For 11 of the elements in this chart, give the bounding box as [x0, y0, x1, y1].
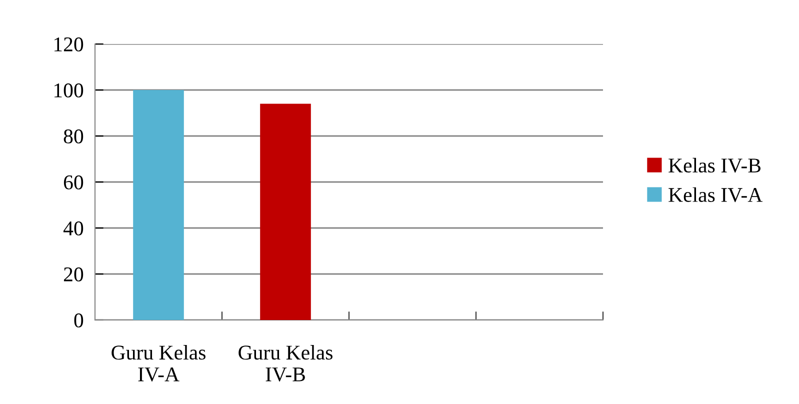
x-tick-label: Guru Kelas IV-B: [238, 345, 332, 382]
legend-label: Kelas IV-A: [668, 187, 763, 202]
y-tick-label: 80: [64, 129, 84, 144]
y-tick-label: 60: [64, 175, 84, 190]
y-tick-label: 20: [64, 267, 84, 282]
y-tick-label: 100: [54, 83, 84, 98]
y-tick-label: 0: [74, 313, 84, 328]
legend-label: Kelas IV-B: [668, 158, 761, 173]
y-tick-label: 120: [54, 37, 84, 52]
x-tick-label: Guru Kelas IV-A: [112, 345, 206, 382]
y-tick-label: 40: [63, 221, 84, 236]
